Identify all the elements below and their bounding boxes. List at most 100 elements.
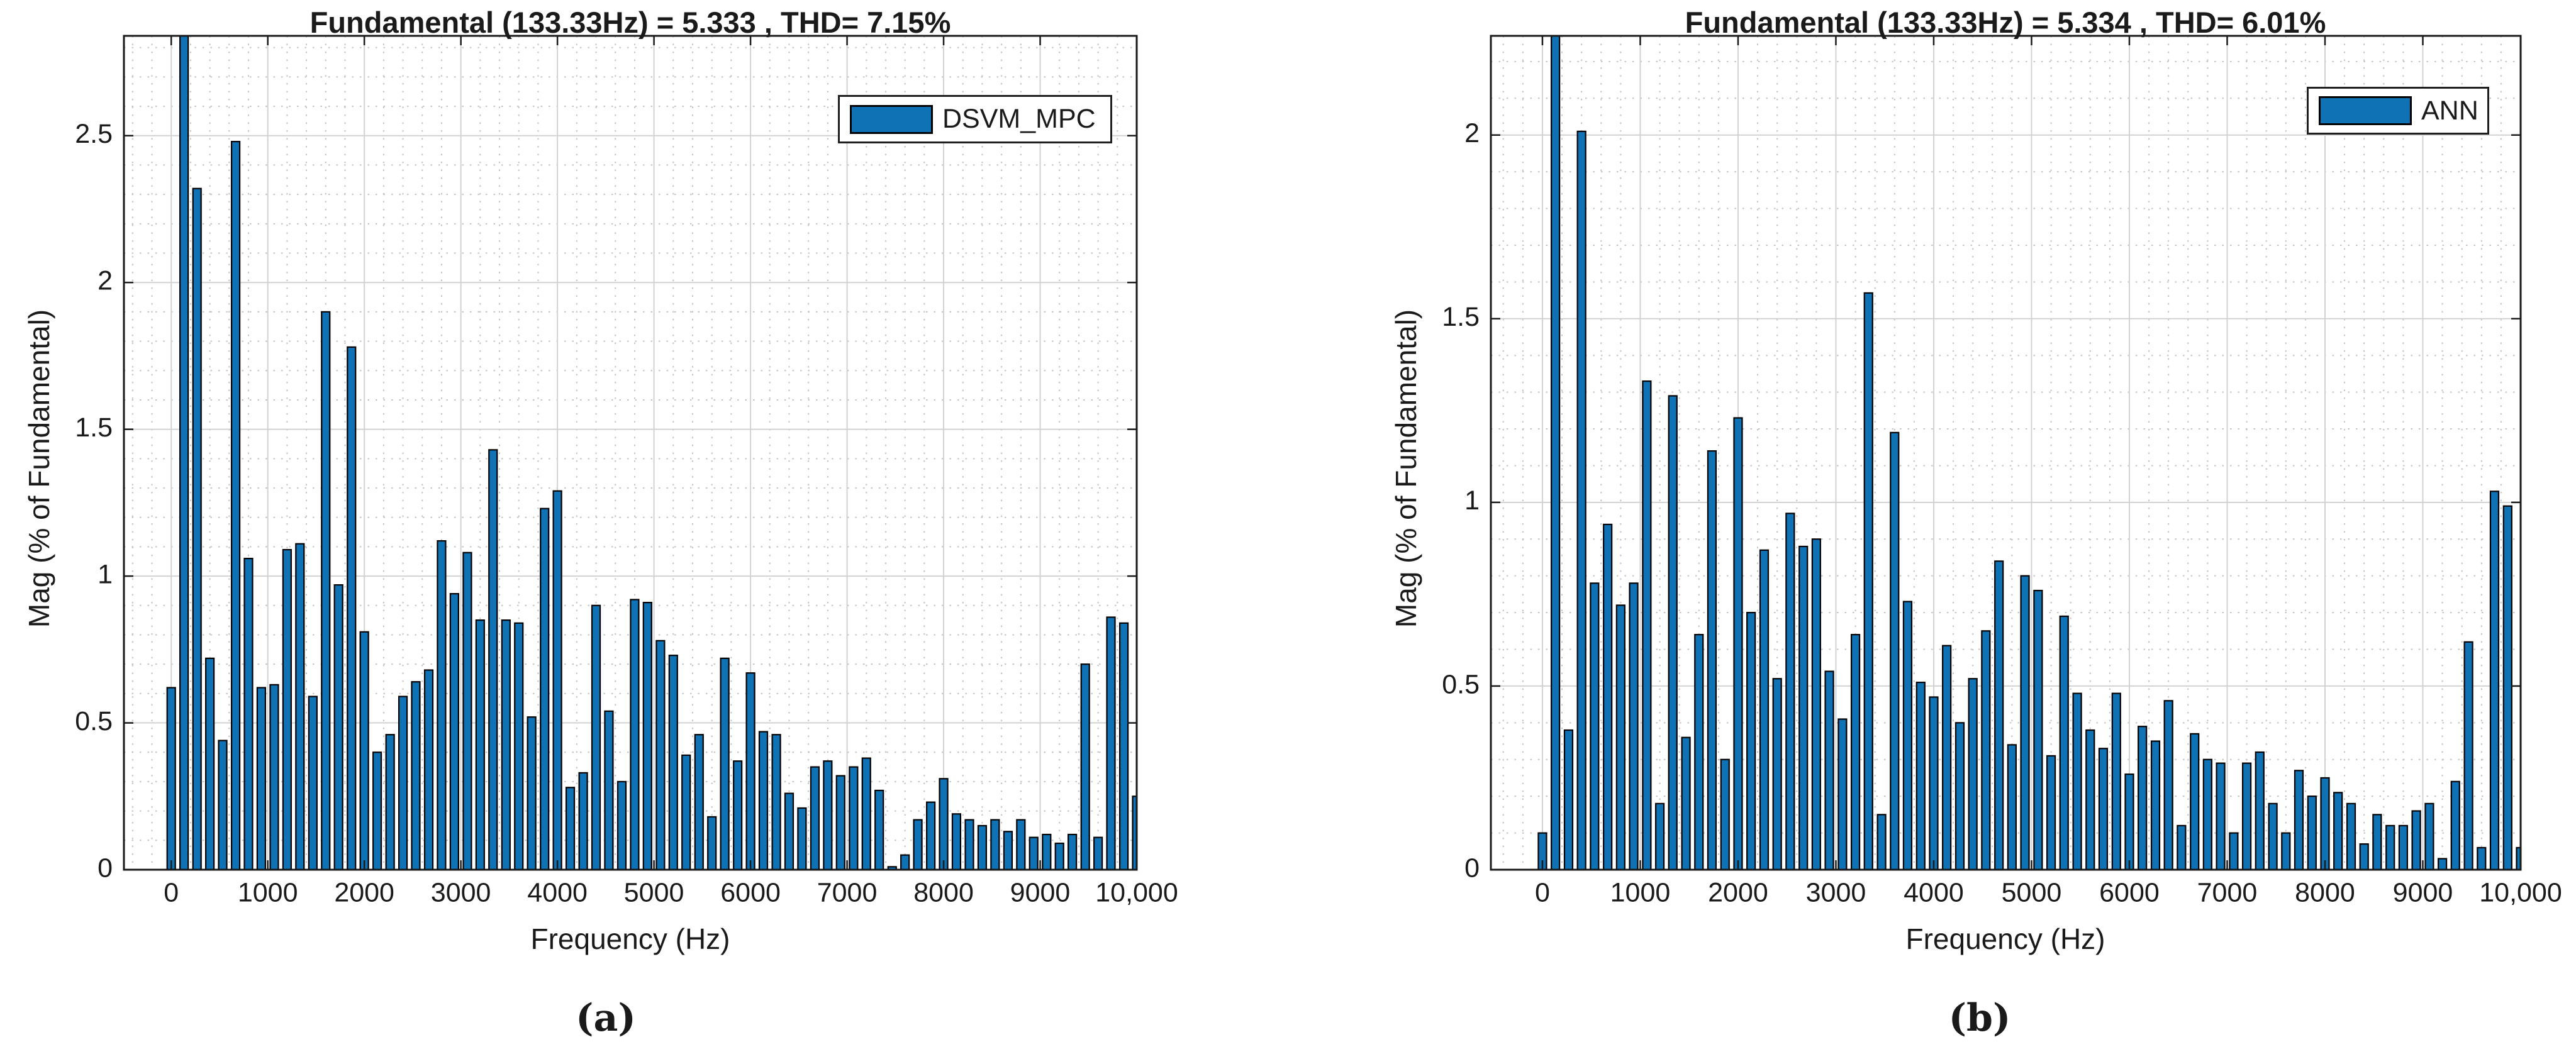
chart-b-bar-harmonic-52 [2216,762,2226,870]
chart-b-bar-harmonic-61 [2333,792,2343,870]
chart-a-bar-harmonic-26 [501,619,511,870]
chart-a-bar-harmonic-17 [385,734,395,870]
chart-b-bar-harmonic-14 [1720,758,1730,870]
chart-a-bar-harmonic-54 [861,757,871,870]
chart-b-bar-harmonic-30 [1929,696,1939,870]
chart-b-bar-harmonic-73 [2489,491,2500,870]
chart-a-x-tick-label: 4000 [527,877,588,907]
chart-b-yaxis-label: Mag (% of Fundamental) [1390,309,1422,628]
chart-a-bar-harmonic-33 [591,604,601,870]
chart-b-x-tick-label: 6000 [2099,877,2160,907]
chart-a-bar-harmonic-45 [745,672,756,870]
chart-b-bar-harmonic-6 [1615,604,1625,870]
chart-a-bar-harmonic-58 [913,819,923,870]
chart-b-bar-harmonic-37 [2020,575,2030,870]
chart-b-bar-harmonic-55 [2255,751,2265,870]
chart-a-y-tick-label: 1.5 [75,413,113,443]
chart-a-bar-harmonic-73 [1106,616,1116,870]
chart-b-bar-harmonic-1 [1551,36,1561,870]
chart-a-bar-harmonic-67 [1029,836,1039,870]
chart-b-y-tick-label: 1 [1464,485,1480,516]
chart-b-bar-harmonic-50 [2190,733,2200,870]
chart-a-x-tick-label: 3000 [431,877,491,907]
chart-a-bar-harmonic-59 [926,801,936,870]
chart-a-bar-harmonic-66 [1016,819,1026,870]
chart-a-bar-harmonic-1 [179,36,189,870]
chart-a-bar-harmonic-35 [616,780,627,870]
chart-b-bar-harmonic-68 [2424,802,2434,870]
chart-b-bar-harmonic-5 [1603,523,1613,870]
chart-b-bar-harmonic-2 [1563,729,1574,870]
chart-b-bar-harmonic-67 [2411,810,2421,870]
chart-a-bar-harmonic-0 [166,687,176,870]
chart-a-bar-harmonic-3 [204,657,215,870]
chart-a-bar-harmonic-51 [823,760,833,870]
chart-a-bar-harmonic-32 [578,772,588,870]
chart-b-x-tick-label: 9000 [2393,877,2453,907]
chart-a-bar-harmonic-47 [771,734,781,870]
legend-swatch-dsvm-mpc [850,104,933,134]
chart-a-bar-harmonic-74 [1118,622,1129,870]
chart-b-bar-harmonic-23 [1837,718,1848,870]
chart-b-bar-harmonic-7 [1629,582,1639,870]
chart-a-y-tick-label: 0 [98,853,113,883]
chart-b-bar-harmonic-12 [1694,634,1704,870]
chart-b-bar-harmonic-40 [2059,615,2069,870]
chart-a-x-tick-label: 6000 [720,877,781,907]
chart-b-x-tick-label: 8000 [2295,877,2355,907]
chart-a-bar-harmonic-39 [668,655,678,870]
chart-a-bar-harmonic-55 [874,789,884,870]
chart-a-bar-harmonic-6 [243,557,254,870]
chart-a-bar-harmonic-9 [282,548,292,870]
chart-a-bar-harmonic-16 [372,751,382,870]
chart-a-bar-harmonic-50 [810,766,820,870]
chart-a-bar-harmonic-10 [295,543,305,870]
chart-a-bar-harmonic-12 [321,311,331,870]
chart-b-bar-harmonic-8 [1642,380,1652,870]
chart-a-x-tick-label: 5000 [624,877,684,907]
chart-b-bar-harmonic-43 [2098,748,2109,870]
chart-a-x-tick-label: 10,000 [1095,877,1178,907]
chart-b-bar-harmonic-9 [1654,802,1665,870]
chart-a-bar-harmonic-21 [437,540,447,870]
chart-a-bar-harmonic-53 [849,766,859,870]
chart-b-bar-harmonic-56 [2268,802,2278,870]
chart-b-bar-harmonic-22 [1824,670,1834,870]
chart-b-bar-harmonic-34 [1981,630,1991,870]
chart-a-bar-harmonic-43 [720,657,730,870]
chart-a-bar-harmonic-18 [398,696,408,870]
chart-a-bar-harmonic-27 [514,622,524,870]
caption-b: (b) [1948,996,2011,1040]
chart-a-yaxis-label: Mag (% of Fundamental) [23,309,55,628]
chart-b-bar-harmonic-66 [2398,824,2408,870]
chart-a-bar-harmonic-64 [990,819,1000,870]
chart-a-bar-harmonic-65 [1003,831,1013,870]
chart-b-bar-harmonic-35 [1994,560,2004,870]
chart-a-bar-harmonic-41 [694,734,704,870]
chart-a-bar-harmonic-23 [462,552,472,870]
chart-b-bar-harmonic-71 [2463,641,2473,870]
chart-a-bar-harmonic-14 [347,346,357,870]
chart-b-bar-harmonic-42 [2085,729,2095,870]
chart-b-x-tick-label: 5000 [2002,877,2062,907]
chart-b-x-tick-label: 3000 [1806,877,1866,907]
chart-a-xaxis-label: Frequency (Hz) [530,923,730,955]
chart-b-bar-harmonic-29 [1915,681,1926,870]
chart-b-bar-harmonic-65 [2385,824,2395,870]
chart-a-x-tick-label: 1000 [238,877,298,907]
chart-a-bar-harmonic-30 [552,490,562,870]
chart-b-bar-harmonic-62 [2346,802,2356,870]
chart-a-legend: DSVM_MPC [838,95,1112,143]
chart-a-bar-harmonic-22 [449,593,459,870]
chart-a-bar-harmonic-40 [681,754,691,870]
chart-a-bar-harmonic-42 [707,816,717,870]
chart-b-bar-harmonic-69 [2437,858,2448,870]
chart-a-bar-harmonic-70 [1068,833,1078,870]
chart-a-bar-harmonic-4 [218,740,228,870]
chart-b-x-tick-label: 1000 [1610,877,1671,907]
chart-b-bar-harmonic-33 [1968,678,1978,870]
chart-a-bar-harmonic-24 [475,619,485,870]
chart-b-bar-harmonic-48 [2163,700,2173,870]
chart-a-bar-harmonic-11 [308,696,318,870]
